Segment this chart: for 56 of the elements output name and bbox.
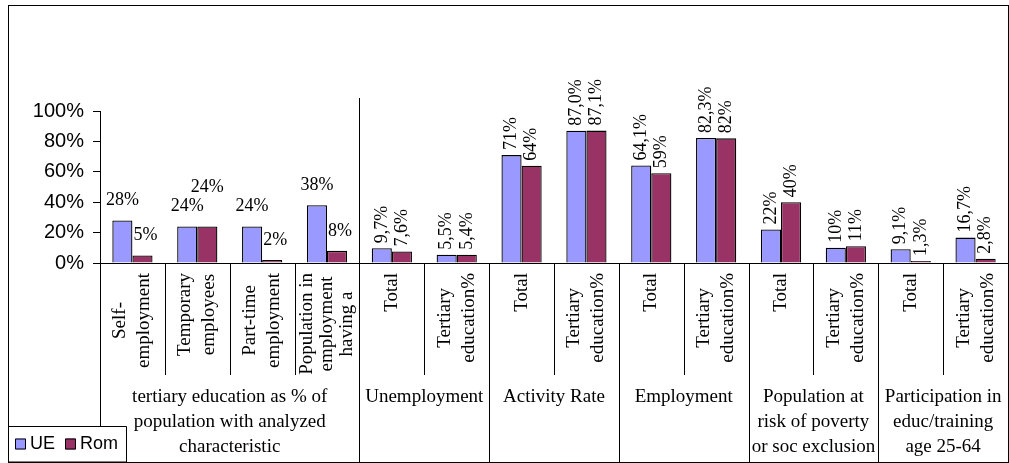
text: Activity Rate	[503, 384, 605, 406]
data-label: 5,4%	[455, 212, 476, 250]
data-label: 9,7%	[370, 205, 391, 244]
data-label: 24%	[235, 195, 269, 216]
data-label: 7,6%	[390, 208, 411, 247]
data-label: 24%	[190, 176, 224, 197]
data-label: 11%	[844, 208, 865, 242]
data-label: 24%	[170, 195, 204, 216]
data-label: 82%	[714, 100, 735, 134]
data-label: 64,1%	[629, 114, 650, 161]
data-label: 10%	[824, 209, 845, 243]
legend-label: UE	[30, 432, 56, 453]
data-label: 22%	[759, 191, 780, 225]
y-tick-label: 40%	[43, 189, 85, 212]
data-label: 8%	[328, 219, 352, 240]
data-label: 9,1%	[889, 206, 910, 245]
data-label: 2%	[263, 228, 288, 249]
x-tick-label: Tertiary education%	[821, 272, 867, 363]
data-label: 5%	[133, 224, 158, 245]
y-tick-label: 80%	[43, 128, 85, 151]
data-label: 87,1%	[585, 79, 606, 126]
x-tick-label: Total	[639, 272, 661, 312]
text: tertiary education as % of population with analyzed characteristic	[132, 384, 328, 456]
data-label: 38%	[300, 173, 334, 194]
text: Population at risk of poverty or soc exclusion	[751, 384, 876, 456]
data-label: 59%	[650, 135, 671, 169]
x-tick-label: Tertiary education%	[951, 272, 997, 363]
y-tick-label: 100%	[32, 98, 85, 121]
x-tick-label: Total	[898, 272, 920, 312]
text: Unemployment	[365, 384, 485, 406]
text: Employment	[634, 384, 734, 406]
y-tick-label: 20%	[43, 220, 85, 243]
data-label: 64%	[520, 127, 541, 161]
data-label: 28%	[105, 189, 139, 210]
text: Participation in educ/training age 25-64	[884, 384, 1002, 456]
data-label: 40%	[779, 164, 800, 198]
data-label: 71%	[500, 117, 521, 151]
x-tick-label: Population in employment having a	[295, 272, 356, 375]
x-tick-label: Total	[379, 272, 401, 312]
legend-label: Rom	[80, 432, 119, 453]
data-label: 82,3%	[694, 86, 715, 133]
x-tick-label: Tertiary education%	[562, 272, 608, 363]
x-tick-label: Total	[509, 272, 531, 312]
x-tick-label: Total	[768, 272, 790, 312]
x-tick-label: Tertiary education%	[432, 272, 478, 363]
data-label: 2,8%	[974, 216, 995, 254]
data-label: 16,7%	[954, 186, 975, 233]
data-label: 87,0%	[565, 79, 586, 126]
x-tick-label: Part-time employment	[238, 272, 284, 368]
x-tick-label: Temporary employees	[173, 272, 219, 357]
x-tick-label: Tertiary education%	[692, 272, 738, 363]
x-tick-label: Self-employment	[108, 272, 154, 368]
y-tick-label: 0%	[55, 250, 85, 273]
data-label: 5,5%	[435, 212, 456, 250]
y-tick-label: 60%	[43, 159, 85, 182]
data-label: 1,3%	[909, 218, 930, 257]
